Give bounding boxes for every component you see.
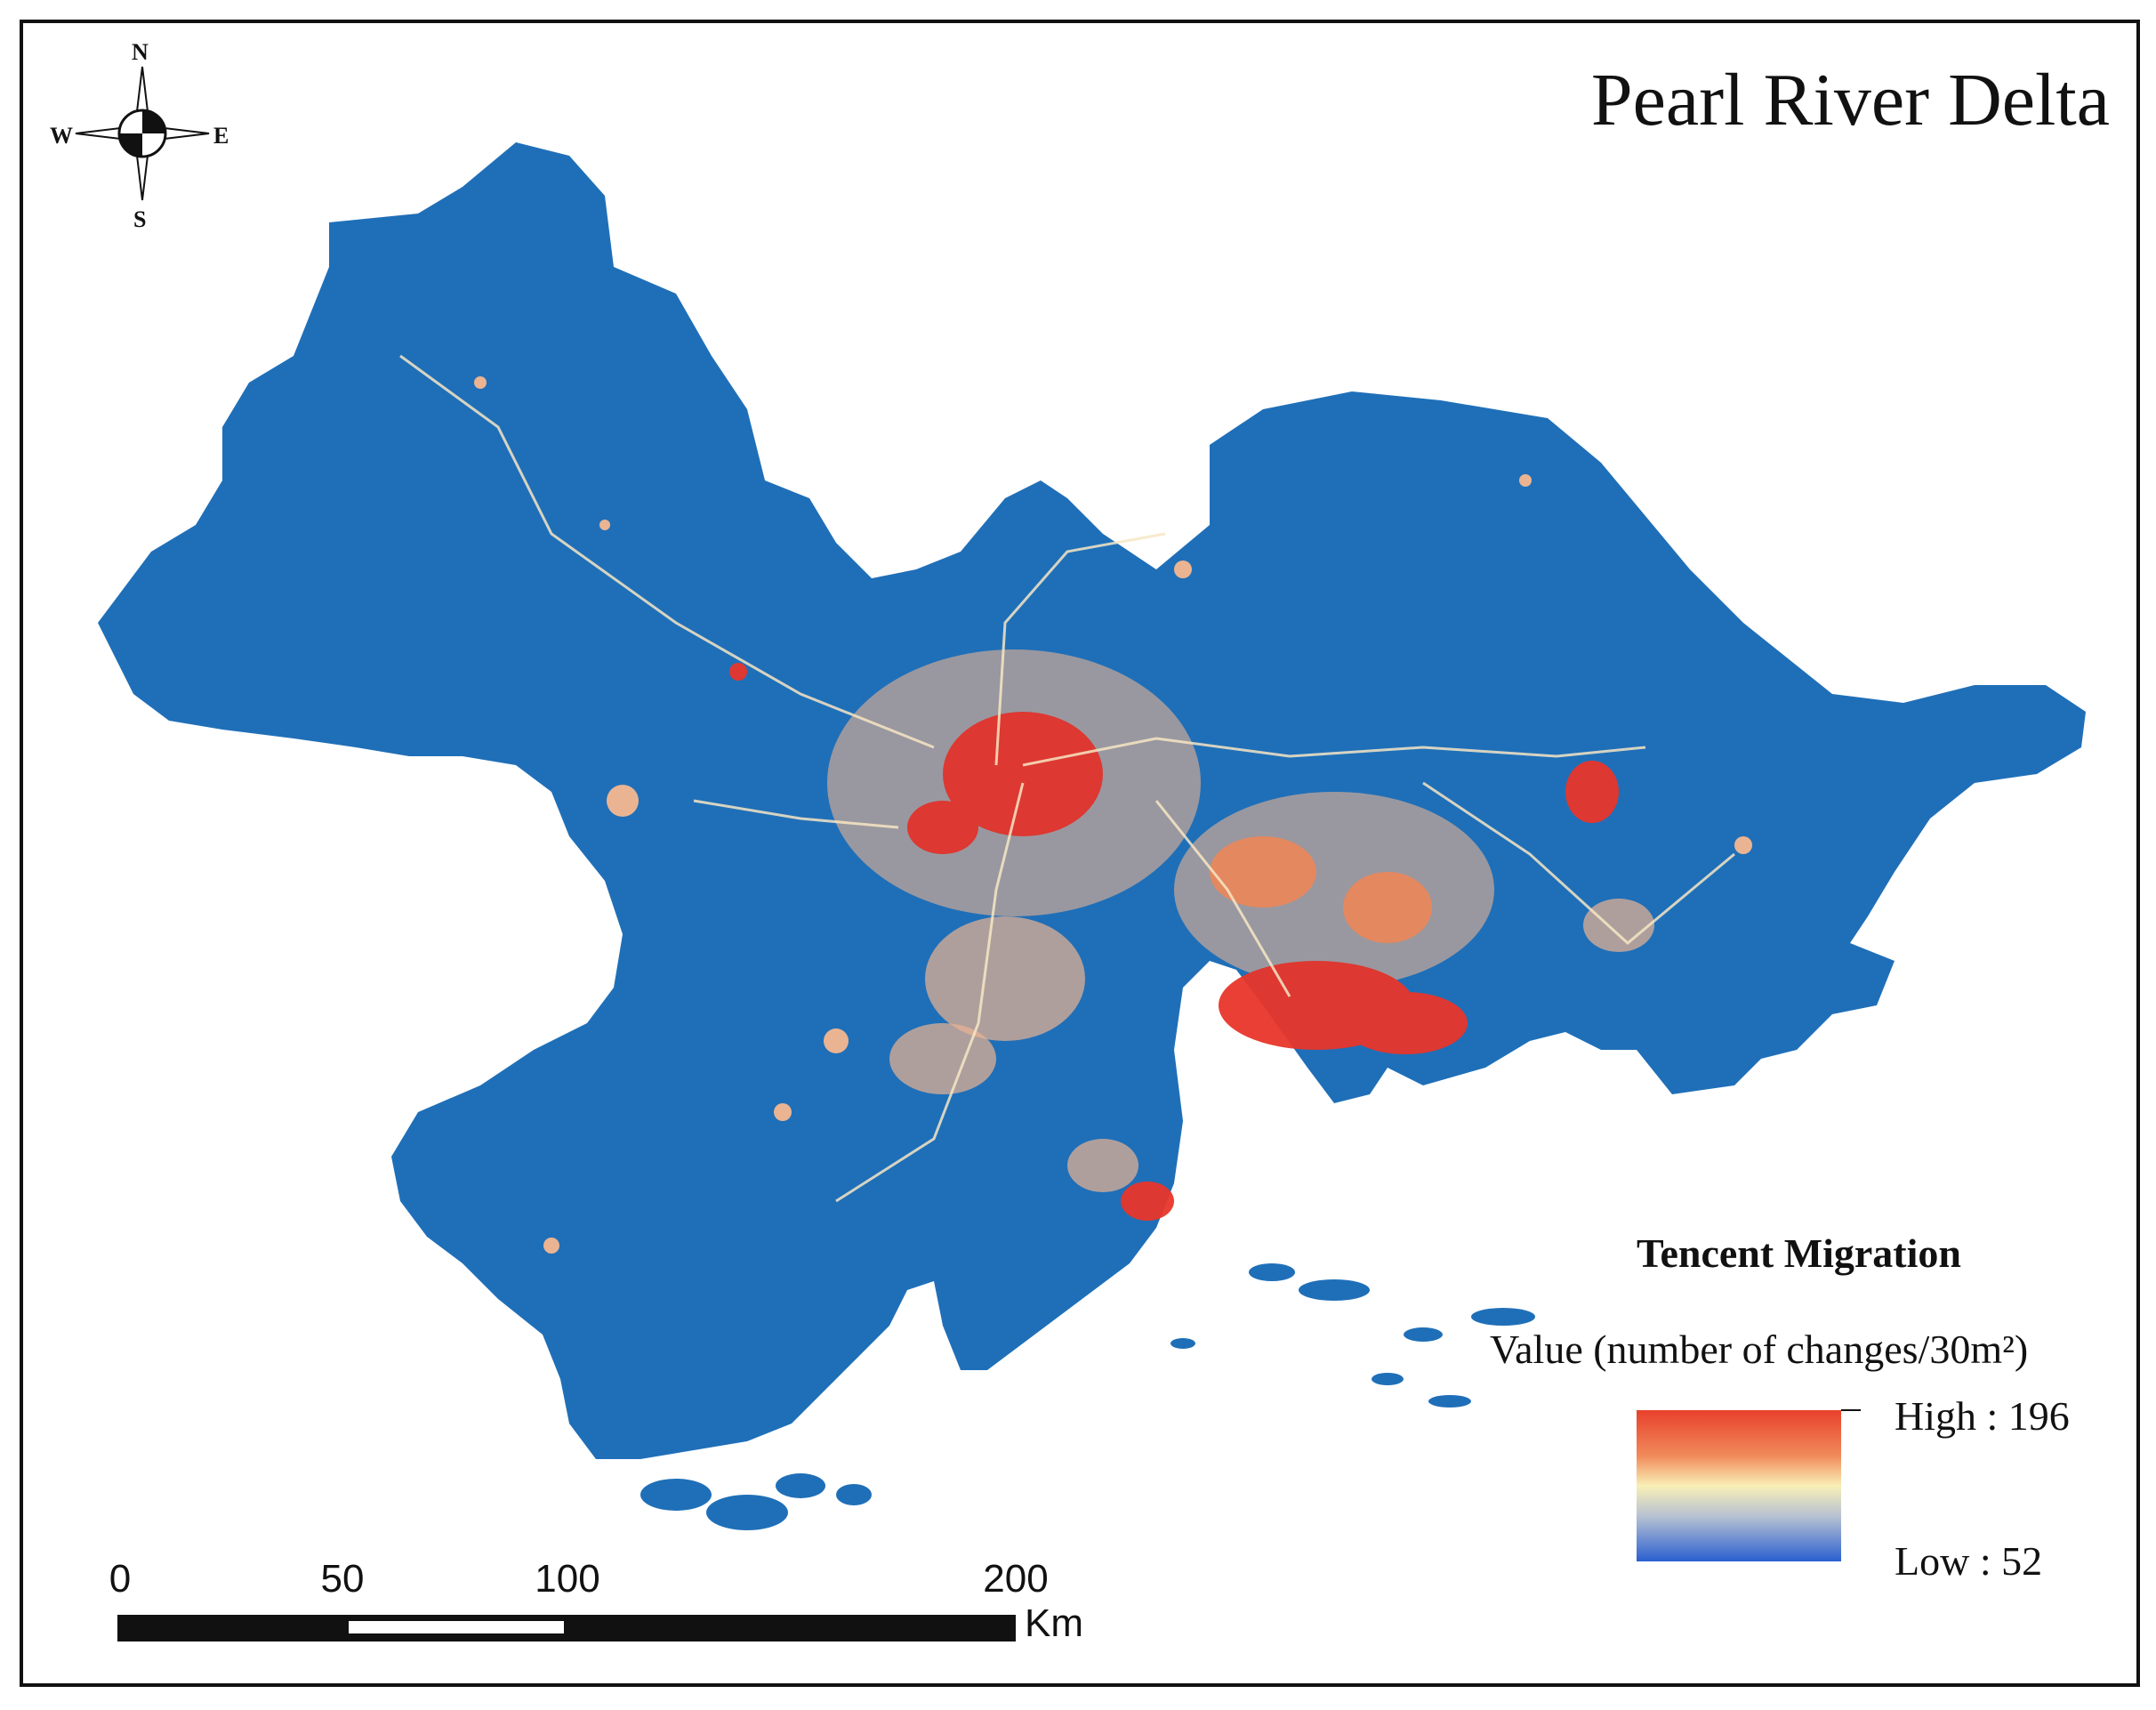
scale-label-200: 200 bbox=[983, 1557, 1049, 1601]
scale-label-100: 100 bbox=[535, 1557, 600, 1601]
legend-high-label: High : 196 bbox=[1895, 1393, 2070, 1439]
compass-w-label: W bbox=[50, 123, 73, 149]
compass-n-label: N bbox=[132, 39, 149, 65]
scale-label-50: 50 bbox=[320, 1557, 365, 1601]
compass-e-label: E bbox=[213, 123, 229, 149]
map-title: Pearl River Delta bbox=[1590, 59, 2110, 141]
urban-density bbox=[474, 376, 1752, 1254]
legend-title: Tencent Migration bbox=[1637, 1230, 1961, 1276]
legend-high-tick bbox=[1841, 1409, 1861, 1411]
legend-color-ramp bbox=[1637, 1410, 1841, 1561]
scale-label-0: 0 bbox=[109, 1557, 132, 1601]
scale-unit-label: Km bbox=[1025, 1601, 1083, 1645]
legend-low-label: Low : 52 bbox=[1895, 1538, 2043, 1584]
compass-icon bbox=[75, 66, 210, 201]
compass-s-label: S bbox=[133, 206, 147, 232]
islands bbox=[640, 1263, 1535, 1530]
road-network bbox=[399, 354, 1735, 1203]
scale-bar bbox=[117, 1615, 1016, 1641]
legend-subtitle: Value (number of changes/30m²) bbox=[1490, 1327, 2029, 1372]
